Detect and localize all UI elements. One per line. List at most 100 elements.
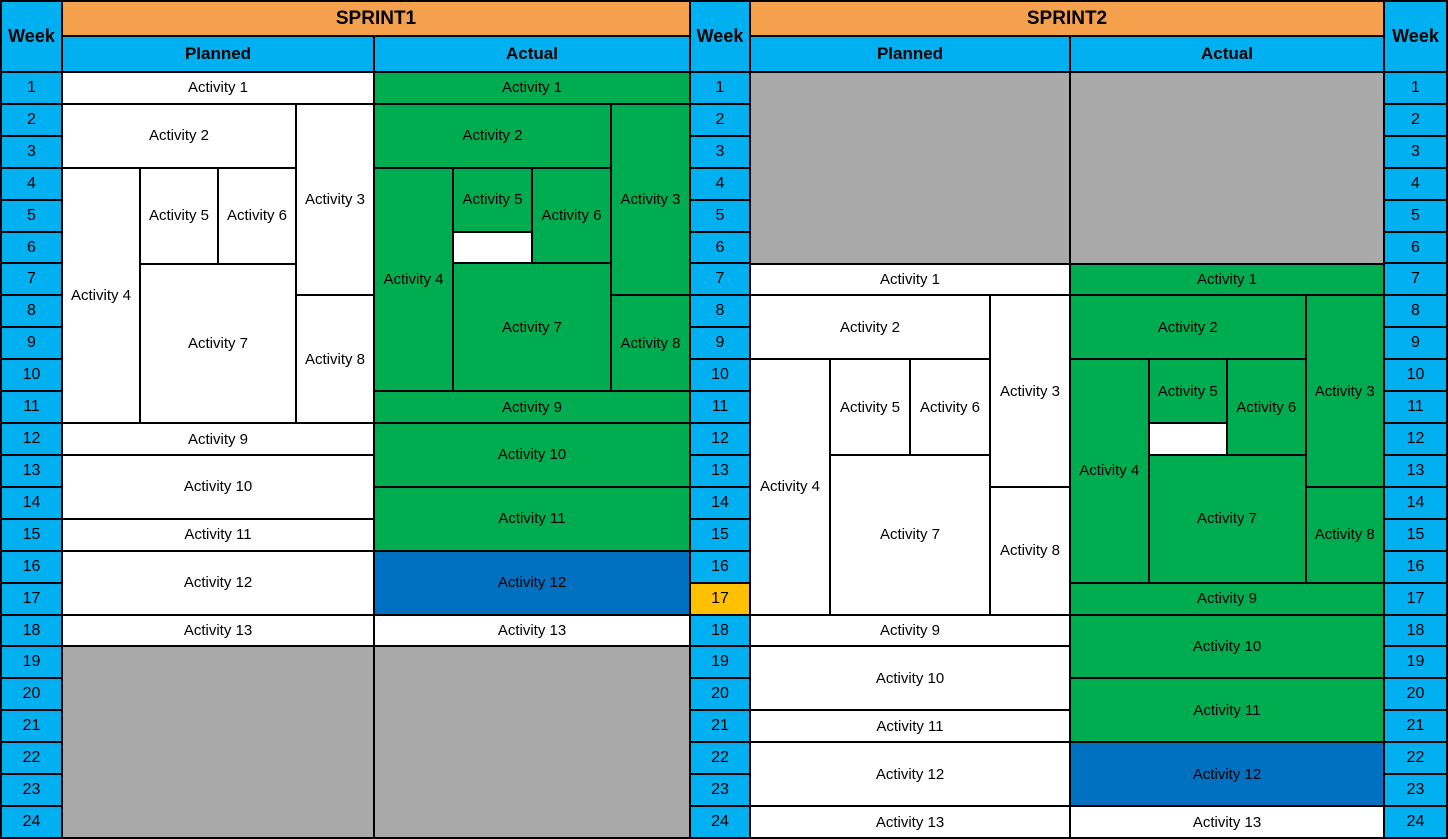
empty-cell	[454, 232, 531, 263]
activity-block: Activity 8	[1306, 487, 1383, 582]
week-cell: 6	[691, 232, 749, 263]
week-cell: 8	[2, 296, 61, 327]
sprint1-header: SPRINT1	[63, 2, 689, 35]
week-cell: 10	[1385, 360, 1446, 391]
activity-block: Activity 1	[751, 264, 1069, 295]
week-cell: 7	[691, 264, 749, 295]
week-cell: 11	[1385, 392, 1446, 423]
activity-block: Activity 9	[751, 615, 1069, 646]
activity-block: Activity 6	[911, 360, 989, 454]
sprint2-planned-header: Planned	[751, 37, 1069, 71]
sprint1-actual-grid: Activity 1 Activity 2 Activity 3 Activity 4…	[375, 73, 689, 837]
activity-block: Activity 3	[991, 296, 1069, 486]
activity-block: Activity 1	[375, 73, 689, 103]
activity-block: Activity 6	[219, 168, 295, 263]
activity-block: Activity 7	[141, 264, 295, 423]
week-cell: 16	[1385, 551, 1446, 582]
week-cell: 7	[1385, 264, 1446, 295]
week-cell: 18	[1385, 615, 1446, 646]
week-cell: 4	[2, 168, 61, 199]
activity-block: Activity 7	[454, 264, 610, 391]
activity-block: Activity 2	[751, 296, 989, 359]
week-cell: 13	[1385, 455, 1446, 486]
week-cell: 16	[2, 551, 61, 582]
activity-block: Activity 12	[751, 743, 1069, 806]
week-cell: 12	[1385, 424, 1446, 454]
week-cell: 19	[691, 647, 749, 678]
activity-block: Activity 7	[831, 456, 989, 614]
activity-block: Activity 11	[63, 519, 373, 550]
activity-block: Activity 4	[375, 168, 452, 391]
activity-block: Activity 2	[63, 104, 295, 167]
sprint1-planned-grid: Activity 1 Activity 2 Activity 3 Activity 4…	[63, 73, 373, 837]
week-cell: 11	[691, 392, 749, 423]
sprint2-planned-grid: Activity 1 Activity 2 Activity 3 Activity 4…	[751, 73, 1069, 837]
out-of-sprint-region	[375, 647, 689, 837]
activity-block: Activity 13	[63, 615, 373, 646]
week-cell: 10	[691, 360, 749, 391]
empty-cell	[1149, 424, 1226, 454]
activity-block: Activity 5	[454, 168, 531, 231]
week-cell: 16	[691, 551, 749, 582]
week-cell: 5	[2, 200, 61, 231]
week-cell: 11	[2, 392, 61, 423]
week-cell: 17	[1385, 583, 1446, 614]
out-of-sprint-region	[751, 73, 1069, 263]
activity-block: Activity 9	[63, 424, 373, 454]
week-cell: 15	[2, 519, 61, 550]
week-cell: 24	[691, 807, 749, 837]
week-cell: 7	[2, 264, 61, 295]
activity-block: Activity 7	[1149, 455, 1305, 582]
activity-block: Activity 3	[612, 104, 689, 295]
week-cell: 15	[1385, 519, 1446, 550]
activity-block: Activity 9	[1071, 583, 1383, 614]
activity-block: Activity 10	[63, 455, 373, 518]
week-cell: 22	[1385, 743, 1446, 774]
week-cell: 20	[2, 679, 61, 710]
week-cell: 20	[1385, 679, 1446, 710]
week-cell: 15	[691, 519, 749, 550]
week-cell: 9	[1385, 328, 1446, 359]
sprint1-actual-header: Actual	[375, 37, 689, 71]
week-cell: 24	[2, 807, 61, 837]
activity-block: Activity 3	[297, 104, 373, 295]
week-cell: 5	[1385, 200, 1446, 231]
week-cell: 2	[2, 104, 61, 135]
activity-block: Activity 4	[1071, 360, 1148, 582]
activity-block: Activity 5	[831, 360, 909, 454]
activity-block: Activity 10	[375, 424, 689, 486]
week-cell: 8	[1385, 296, 1446, 327]
out-of-sprint-region	[1071, 73, 1383, 263]
week-cell: 19	[1385, 647, 1446, 678]
activity-block: Activity 6	[533, 168, 610, 263]
week-header-left: Week	[2, 2, 61, 71]
week-cell: 22	[2, 743, 61, 774]
week-cell: 18	[691, 615, 749, 646]
activity-block: Activity 6	[1228, 360, 1305, 454]
activity-block: Activity 3	[1306, 296, 1383, 486]
week-cell: 4	[1385, 168, 1446, 199]
week-cell: 9	[2, 328, 61, 359]
week-cell: 20	[691, 679, 749, 710]
sprint2-actual-header: Actual	[1071, 37, 1383, 71]
activity-block: Activity 1	[1071, 264, 1383, 295]
week-column-right: 1 2 3 4 5 6 7 8 9 10 11 12 13 14 15 16 17 18 19 20 21 22 23 24	[1385, 73, 1446, 837]
week-header-right: Week	[1385, 2, 1446, 71]
activity-block: Activity 5	[1149, 360, 1226, 423]
week-cell: 1	[691, 73, 749, 103]
activity-block: Activity 12	[1071, 743, 1383, 806]
week-cell: 23	[2, 775, 61, 806]
week-cell: 17	[2, 583, 61, 614]
activity-block: Activity 8	[612, 296, 689, 391]
week-cell: 21	[691, 711, 749, 742]
week-cell: 1	[2, 73, 61, 103]
week-cell: 14	[1385, 487, 1446, 518]
activity-block: Activity 9	[375, 392, 689, 423]
week-cell: 2	[691, 104, 749, 135]
week-cell: 13	[691, 455, 749, 486]
activity-block: Activity 11	[1071, 679, 1383, 742]
activity-block: Activity 12	[375, 551, 689, 614]
week-cell: 4	[691, 168, 749, 199]
activity-block: Activity 11	[751, 711, 1069, 742]
sprint2-actual-grid: Activity 1 Activity 2 Activity 3 Activity 4…	[1071, 73, 1383, 837]
